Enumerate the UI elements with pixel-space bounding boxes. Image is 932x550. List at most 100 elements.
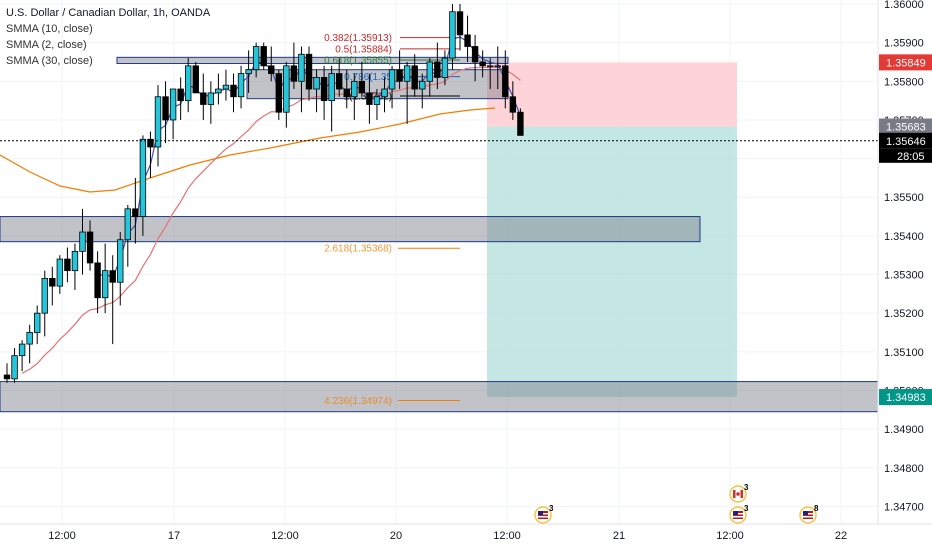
candle-body xyxy=(351,80,358,98)
candle xyxy=(343,69,350,109)
candle xyxy=(320,65,328,120)
candle-body xyxy=(86,231,94,264)
candle xyxy=(479,50,486,78)
candle-body xyxy=(343,88,350,98)
candle xyxy=(162,81,169,144)
candle-body xyxy=(3,374,11,380)
candle-body xyxy=(381,88,388,98)
candle xyxy=(184,58,192,113)
candle-body xyxy=(268,65,275,74)
candle-body xyxy=(41,277,48,314)
entry-price-label: 1.35683 xyxy=(886,122,926,134)
fib-level-label: 0.382(1.35913) xyxy=(324,33,392,44)
candle xyxy=(434,42,441,90)
candle-body xyxy=(260,46,267,67)
time-tick-label: 12:00 xyxy=(716,530,744,542)
candle xyxy=(252,42,260,78)
candle-body xyxy=(456,11,464,36)
candle-body xyxy=(328,73,335,102)
candle-body xyxy=(298,53,305,82)
canada-flag-icon xyxy=(729,485,747,503)
candle xyxy=(396,50,403,90)
candle xyxy=(200,73,207,120)
candle xyxy=(373,89,381,120)
candle-body xyxy=(426,61,433,82)
stop-price-label: 1.35849 xyxy=(886,57,926,69)
candle-body xyxy=(147,138,154,148)
candle-body xyxy=(464,34,471,47)
candle-body xyxy=(471,46,479,63)
candle xyxy=(56,255,64,294)
candle xyxy=(517,108,524,136)
target-price-label-bg xyxy=(879,389,932,406)
us-flag-icon xyxy=(534,506,552,524)
candle-body xyxy=(494,65,501,68)
candle-body xyxy=(34,312,41,333)
time-tick-label: 20 xyxy=(390,530,402,542)
smma30-line xyxy=(0,107,496,193)
indicator-smma10[interactable]: SMMA (10, close) xyxy=(6,23,93,35)
stop-price-label-bg xyxy=(879,54,932,71)
candle-body xyxy=(26,332,33,345)
grid xyxy=(0,0,878,524)
symbol-title: U.S. Dollar / Canadian Dollar, 1h, OANDA xyxy=(6,7,211,19)
stop-loss-area xyxy=(487,62,737,127)
price-axis-bg xyxy=(878,0,932,550)
flag-band xyxy=(740,490,743,498)
candle-body xyxy=(101,270,109,299)
candle-body xyxy=(517,111,524,136)
candle xyxy=(456,4,464,51)
candle xyxy=(147,131,154,178)
candle-body xyxy=(434,61,441,78)
candle-body xyxy=(94,262,101,299)
event-badge: 3 xyxy=(744,483,749,492)
candle-body xyxy=(403,65,411,82)
flag-band xyxy=(733,490,736,498)
fib-level-label: 2.618(1.35368) xyxy=(324,244,392,255)
countdown-bg xyxy=(879,148,932,163)
us-flag-icon xyxy=(799,506,817,524)
price-tick-label: 1.35400 xyxy=(884,231,924,243)
candle xyxy=(328,65,335,132)
candle xyxy=(351,73,358,120)
indicator-smma30[interactable]: SMMA (30, close) xyxy=(6,55,93,67)
time-tick-label: 12:00 xyxy=(493,530,521,542)
price-tick-label: 1.35100 xyxy=(884,347,924,359)
candle xyxy=(222,69,230,101)
candle xyxy=(94,251,101,314)
take-profit-area xyxy=(487,126,737,398)
candle xyxy=(109,255,116,345)
candle xyxy=(290,42,298,90)
candle-body xyxy=(502,65,509,98)
candle xyxy=(71,243,79,290)
candle-body xyxy=(245,69,252,74)
candle xyxy=(79,208,86,275)
candle-body xyxy=(71,250,79,272)
price-tick-label: 1.35500 xyxy=(884,192,924,204)
candle-body xyxy=(335,73,343,90)
candle-body xyxy=(396,69,403,82)
candle xyxy=(34,305,41,345)
candle-body xyxy=(486,65,494,68)
candle xyxy=(419,73,426,109)
candle-body xyxy=(49,277,56,287)
candle-body xyxy=(222,84,230,90)
candle xyxy=(441,50,449,86)
candle xyxy=(207,81,215,124)
candle-body xyxy=(162,96,169,121)
candle xyxy=(388,65,396,109)
candle-body xyxy=(373,96,381,105)
entry-price-label-bg xyxy=(879,118,932,135)
candle-body xyxy=(320,77,328,102)
candle xyxy=(26,324,33,364)
candle xyxy=(403,61,411,124)
candle-body xyxy=(79,231,86,252)
price-tick-label: 1.34900 xyxy=(884,424,924,436)
fib-level-label: 4.236(1.34974) xyxy=(324,396,392,407)
candle xyxy=(124,204,131,267)
indicator-smma2[interactable]: SMMA (2, close) xyxy=(6,39,87,51)
candle xyxy=(49,266,56,306)
candle xyxy=(335,58,343,97)
candle-body xyxy=(124,208,131,241)
